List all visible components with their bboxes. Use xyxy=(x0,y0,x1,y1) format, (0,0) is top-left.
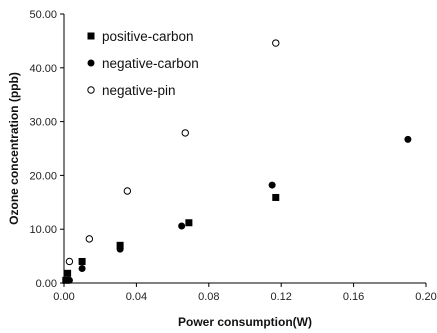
y-tick-label: 0.00 xyxy=(36,278,57,290)
negative-carbon-point xyxy=(65,276,73,284)
negative-carbon-point xyxy=(404,135,412,143)
legend-label: positive-carbon xyxy=(102,29,194,44)
positive-carbon-point xyxy=(62,276,70,284)
positive-carbon-point xyxy=(78,257,86,265)
legend-label: negative-carbon xyxy=(102,56,199,71)
axes xyxy=(63,14,426,284)
x-tick-label: 0.04 xyxy=(126,291,147,303)
series-positive-carbon xyxy=(62,193,280,284)
legend-item: positive-carbon xyxy=(87,29,194,44)
legend-label: negative-pin xyxy=(102,83,176,98)
y-tick-label: 10.00 xyxy=(29,224,57,236)
x-tick-label: 0.20 xyxy=(415,291,436,303)
negative-pin-point xyxy=(181,129,189,137)
y-axis-ticks: 0.00 10.00 20.00 30.00 40.00 50.00 xyxy=(29,9,64,290)
legend: positive-carbon negative-carbon negative-p… xyxy=(87,29,199,98)
negative-carbon-point xyxy=(116,245,124,253)
y-tick-label: 30.00 xyxy=(29,117,57,129)
negative-carbon-point xyxy=(78,264,86,272)
x-tick-label: 0.08 xyxy=(198,291,219,303)
x-axis-ticks: 0.00 0.04 0.08 0.12 0.16 0.20 xyxy=(53,283,437,303)
x-tick-label: 0.16 xyxy=(343,291,364,303)
positive-carbon-point xyxy=(64,269,72,277)
x-axis-title: Power consumption(W) xyxy=(178,315,312,329)
series-negative-pin xyxy=(65,39,280,266)
negative-pin-point xyxy=(65,257,74,266)
legend-marker-positive-carbon xyxy=(87,32,95,40)
legend-item: negative-carbon xyxy=(87,56,199,71)
negative-carbon-point xyxy=(268,181,276,189)
series-negative-carbon xyxy=(65,135,412,284)
legend-marker-negative-pin xyxy=(87,86,95,94)
negative-carbon-point xyxy=(178,222,186,230)
negative-pin-point xyxy=(272,39,280,47)
negative-pin-point xyxy=(85,235,94,243)
x-tick-label: 0.00 xyxy=(53,291,74,303)
y-axis-title: Ozone concentration (ppb) xyxy=(7,72,21,225)
y-tick-label: 20.00 xyxy=(29,170,57,182)
y-tick-label: 50.00 xyxy=(29,9,57,21)
x-tick-label: 0.12 xyxy=(270,291,291,303)
positive-carbon-point xyxy=(272,193,280,201)
y-tick-label: 40.00 xyxy=(29,63,57,75)
legend-item: negative-pin xyxy=(87,83,176,98)
positive-carbon-point xyxy=(185,219,193,227)
data-points xyxy=(62,39,412,284)
positive-carbon-point xyxy=(116,241,124,249)
legend-marker-negative-carbon xyxy=(87,59,95,67)
negative-pin-point xyxy=(123,187,132,195)
